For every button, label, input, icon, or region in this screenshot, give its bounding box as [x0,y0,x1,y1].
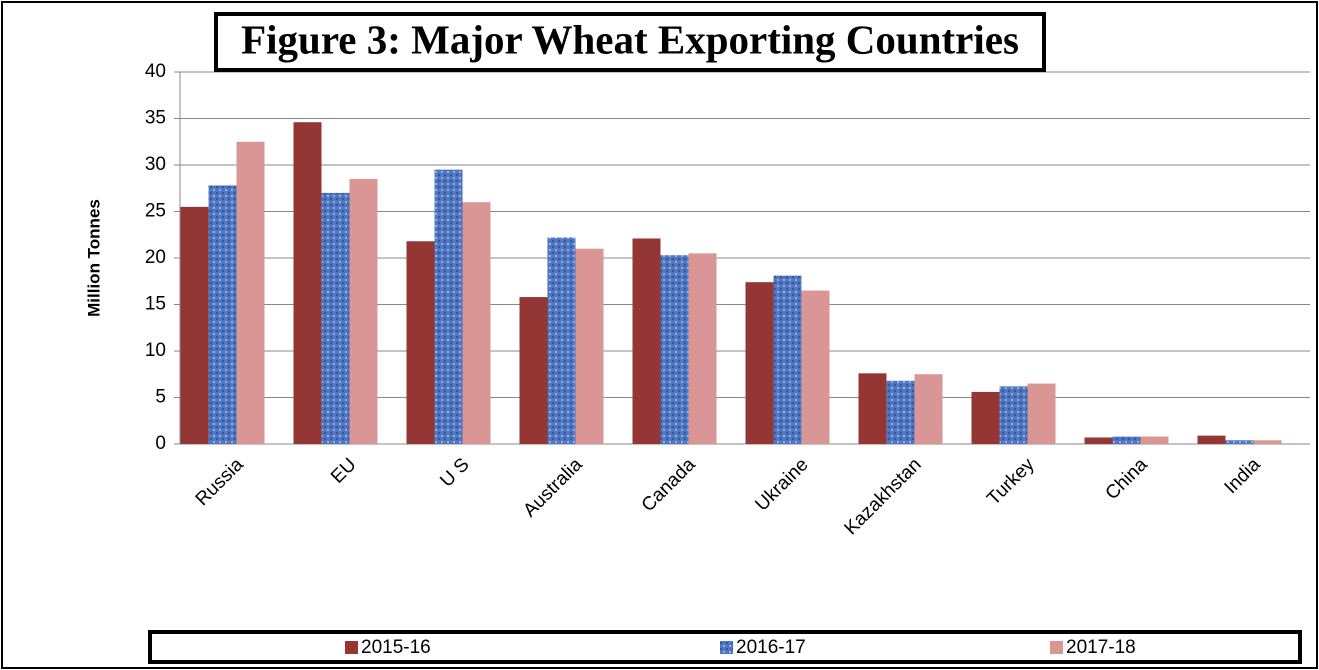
x-tick-label: Kazakhstan [841,454,926,539]
bar [434,169,463,444]
x-tick-label: India [1221,454,1265,498]
y-tick-label: 25 [145,201,166,222]
bar [236,141,265,444]
x-tick-label: Ukraine [751,454,812,515]
bar [519,297,548,444]
x-tick-label: Turkey [983,454,1039,510]
x-tick-label: Russia [192,454,248,510]
y-tick-label: 0 [155,433,166,454]
bar [745,282,774,444]
bar [773,275,802,444]
bar [1197,435,1226,444]
bar [575,248,604,444]
y-axis-label: Million Tonnes [84,199,103,317]
legend-swatch [345,641,358,654]
bar [914,374,943,444]
legend-swatch [720,641,733,654]
bar [406,241,435,444]
bar [1140,436,1169,444]
y-tick-label: 20 [145,247,166,268]
chart-title: Figure 3: Major Wheat Exporting Countrie… [241,16,1019,62]
bar [971,391,1000,444]
legend-label: 2016-17 [736,637,806,658]
x-tick-label: EU [327,454,361,488]
y-tick-label: 30 [145,154,166,175]
x-tick-label: Australia [519,454,586,521]
legend-label: 2015-16 [361,637,431,658]
legend-label: 2017-18 [1066,637,1136,658]
bar [293,122,322,444]
y-tick-label: 5 [155,387,166,408]
x-tick-label: Canada [638,454,700,516]
bar [1225,440,1254,444]
legend-swatch [1050,641,1063,654]
bar [1084,437,1113,444]
bar [547,237,576,444]
bar [660,255,689,444]
y-tick-label: 35 [145,108,166,129]
bar [858,373,887,444]
bar [208,185,237,444]
title-box [214,12,1046,72]
bar [886,380,915,444]
bar [632,238,661,444]
y-tick-label: 40 [145,61,166,82]
bar [1112,436,1141,444]
bar [1253,440,1282,444]
y-tick-label: 10 [145,340,166,361]
bar [321,192,350,444]
x-tick-label: China [1102,454,1152,504]
bar [801,290,830,444]
bar [462,202,491,444]
bar [688,253,717,444]
bar [999,386,1028,444]
x-tick-label: U S [436,454,473,491]
bar [349,178,378,444]
y-tick-label: 15 [145,294,166,315]
bar [1027,383,1056,444]
bar [180,206,209,444]
